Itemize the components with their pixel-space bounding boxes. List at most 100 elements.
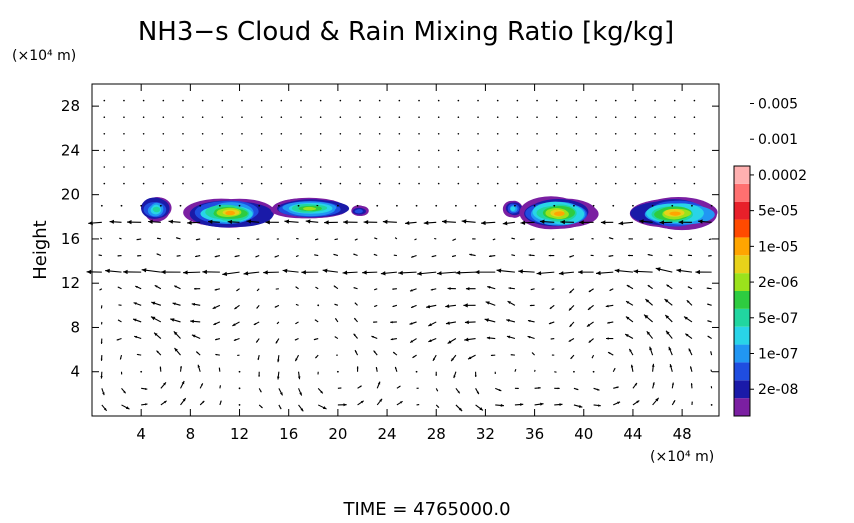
grid-dot (399, 150, 401, 152)
grid-dot (576, 133, 578, 135)
wind-dot (534, 205, 536, 207)
wind-dot (396, 205, 398, 207)
grid-dot (595, 183, 597, 185)
grid-dot (635, 166, 637, 168)
grid-dot (635, 183, 637, 185)
grid-dot (182, 183, 184, 185)
wind-arrowhead (475, 375, 477, 377)
grid-dot (182, 133, 184, 135)
wind-arrowhead (656, 267, 661, 271)
wind-dot (435, 205, 437, 207)
wind-arrowhead (695, 270, 700, 274)
grid-dot (399, 116, 401, 118)
grid-dot (615, 166, 617, 168)
grid-dot (340, 150, 342, 152)
colorbar-swatch (734, 237, 750, 255)
wind-dot (711, 205, 713, 207)
grid-dot (694, 116, 696, 118)
grid-dot (143, 133, 145, 135)
grid-dot (202, 116, 204, 118)
wind-dot (671, 205, 673, 207)
grid-dot (458, 100, 460, 102)
x-tick-label: 12 (230, 425, 249, 443)
x-tick-label: 32 (476, 425, 495, 443)
colorbar-label: 1e-07 (758, 347, 798, 363)
wind-dot (239, 205, 241, 207)
grid-dot (320, 100, 322, 102)
grid-dot (379, 183, 381, 185)
wind-arrowhead (628, 255, 630, 257)
grid-dot (379, 133, 381, 135)
grid-dot (674, 100, 676, 102)
grid-dot (320, 166, 322, 168)
grid-dot (163, 166, 165, 168)
grid-dot (163, 183, 165, 185)
x-tick-label: 16 (279, 425, 298, 443)
cloud-blob (510, 207, 515, 211)
wind-arrowhead (601, 220, 605, 224)
wind-dot (239, 371, 241, 373)
grid-dot (123, 183, 125, 185)
grid-dot (654, 166, 656, 168)
grid-dot (438, 116, 440, 118)
wind-dot (160, 205, 162, 207)
grid-dot (635, 100, 637, 102)
colorbar-swatch (734, 362, 750, 380)
grid-dot (536, 133, 538, 135)
grid-dot (517, 116, 519, 118)
grid-dot (438, 100, 440, 102)
wind-dot (180, 205, 182, 207)
grid-dot (517, 150, 519, 152)
grid-dot (202, 100, 204, 102)
grid-dot (399, 100, 401, 102)
y-tick-label: 4 (70, 363, 80, 381)
grid-dot (300, 100, 302, 102)
grid-dot (202, 150, 204, 152)
grid-dot (694, 150, 696, 152)
wind-arrowhead (398, 271, 403, 275)
grid-dot (359, 116, 361, 118)
grid-dot (674, 150, 676, 152)
colorbar-label: 2e-08 (758, 382, 798, 398)
grid-dot (654, 133, 656, 135)
grid-dot (241, 100, 243, 102)
grid-dot (222, 150, 224, 152)
grid-dot (143, 183, 145, 185)
grid-dot (674, 133, 676, 135)
grid-dot (281, 166, 283, 168)
grid-dot (163, 150, 165, 152)
grid-dot (458, 166, 460, 168)
wind-arrowhead (343, 403, 346, 406)
grid-dot (654, 183, 656, 185)
cloud-field (141, 196, 718, 230)
grid-dot (399, 183, 401, 185)
grid-dot (517, 133, 519, 135)
colorbar-label: 0.0002 (758, 168, 807, 184)
wind-dot (553, 205, 555, 207)
x-tick-label: 8 (186, 425, 196, 443)
wind-arrowhead (284, 219, 289, 223)
y-axis-label: Height (30, 220, 51, 280)
x-tick-label: 20 (328, 425, 347, 443)
grid-dot (103, 100, 105, 102)
grid-dot (123, 150, 125, 152)
wind-arrowhead (437, 271, 442, 275)
grid-dot (635, 116, 637, 118)
x-tick-label: 36 (525, 425, 544, 443)
grid-dot (281, 150, 283, 152)
grid-dot (458, 133, 460, 135)
grid-dot (241, 116, 243, 118)
grid-dot (517, 166, 519, 168)
chart-title: NH3−s Cloud & Rain Mixing Ratio [kg/kg] (138, 17, 674, 47)
cloud-blob (225, 211, 235, 215)
grid-dot (576, 150, 578, 152)
colorbar-swatch (734, 345, 750, 363)
grid-dot (300, 166, 302, 168)
wind-arrowhead (102, 392, 104, 395)
grid-dot (261, 183, 263, 185)
wind-dot (140, 205, 142, 207)
grid-dot (261, 166, 263, 168)
grid-dot (674, 116, 676, 118)
colorbar-swatch (734, 166, 750, 184)
grid-dot (320, 150, 322, 152)
